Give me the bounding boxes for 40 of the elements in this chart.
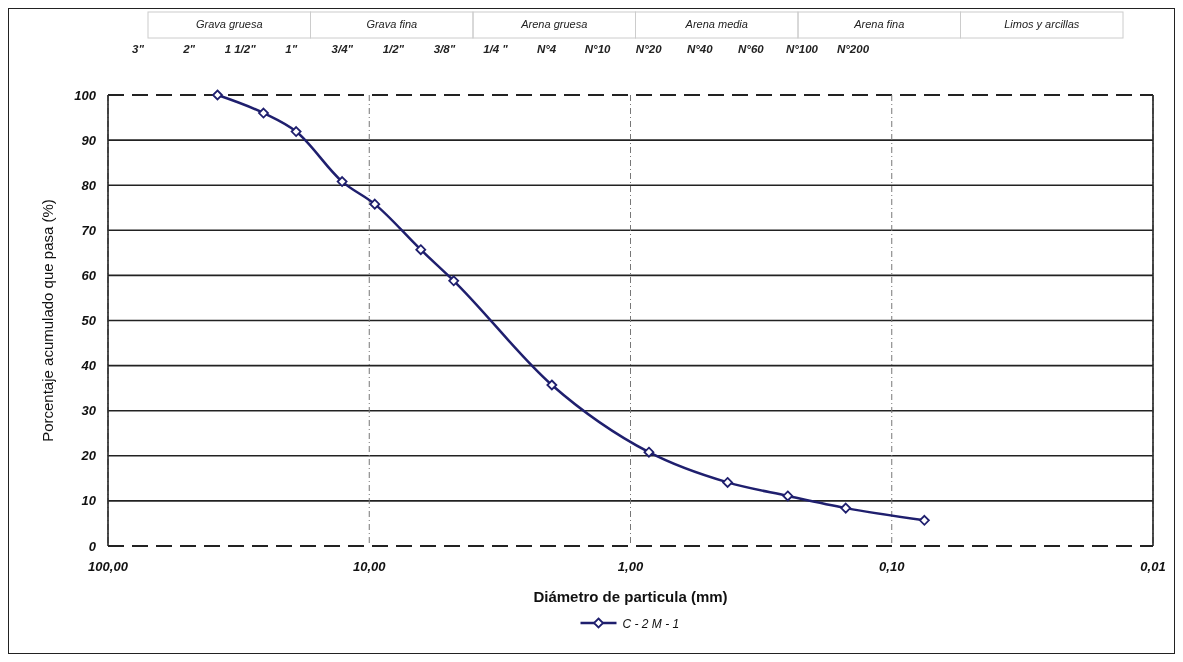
- text: Limos y arcillas: [1004, 18, 1080, 30]
- text: Grava gruesa: [195, 18, 263, 30]
- y-tick-label: 100: [74, 87, 97, 103]
- text: N°40: [686, 43, 714, 55]
- x-axis-title: Diámetro de particula (mm): [533, 588, 728, 605]
- y-tick-label: 70: [81, 222, 97, 238]
- x-tick-label: 1,00: [617, 559, 644, 574]
- text: N°20: [635, 43, 663, 55]
- y-tick-label: 90: [81, 132, 97, 148]
- y-tick-label: 80: [81, 177, 97, 193]
- text: 2": [182, 43, 196, 55]
- text: 1/4 ": [483, 43, 509, 55]
- y-tick-label: 0: [88, 538, 97, 554]
- x-tick-label: 10,00: [352, 559, 387, 574]
- text: 3/4": [331, 43, 354, 55]
- y-tick-label: 40: [80, 358, 97, 374]
- x-tick-label: 0,10: [879, 559, 906, 574]
- text: 1 1/2": [224, 43, 257, 55]
- y-tick-label: 60: [81, 267, 97, 283]
- y-tick-label: 20: [80, 448, 97, 464]
- y-tick-label: 10: [81, 493, 97, 509]
- text: 3/8": [433, 43, 456, 55]
- text: Arena gruesa: [520, 18, 588, 30]
- text: N°4: [536, 43, 557, 55]
- text: N°100: [785, 43, 819, 55]
- text: 1": [285, 43, 298, 55]
- y-tick-label: 30: [81, 403, 97, 419]
- legend-label: C - 2 M - 1: [622, 616, 680, 631]
- x-tick-label: 100,00: [88, 559, 129, 574]
- text: 3": [132, 43, 145, 55]
- y-axis-title: Porcentaje acumulado que pasa (%): [39, 199, 56, 442]
- text: 1/2": [382, 43, 405, 55]
- text: N°10: [584, 43, 612, 55]
- text: Grava fina: [366, 18, 418, 30]
- text: N°200: [836, 43, 870, 55]
- text: Arena media: [684, 18, 748, 30]
- x-tick-label: 0,01: [1140, 559, 1166, 574]
- text: Arena fina: [853, 18, 905, 30]
- y-tick-label: 50: [81, 313, 97, 328]
- text: N°60: [738, 43, 765, 55]
